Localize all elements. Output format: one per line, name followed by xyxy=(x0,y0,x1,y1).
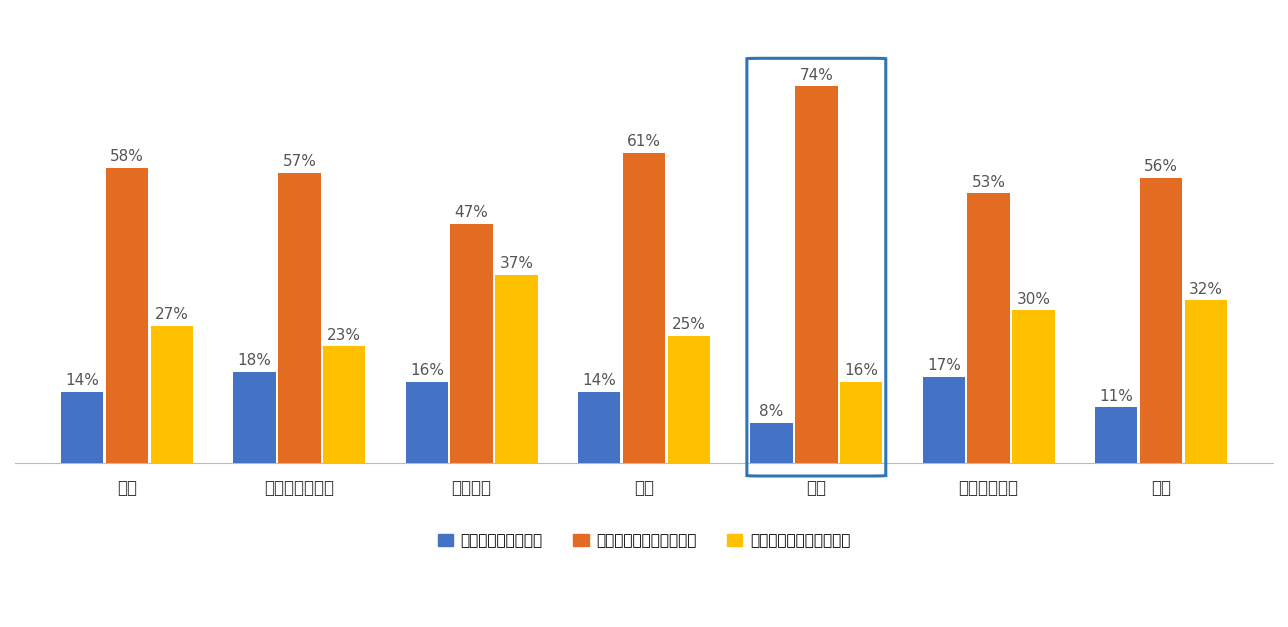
Bar xyxy=(667,336,710,463)
Bar xyxy=(1185,300,1227,463)
Text: 25%: 25% xyxy=(672,317,706,332)
Bar xyxy=(278,173,321,463)
Bar xyxy=(750,423,793,463)
Text: 27%: 27% xyxy=(155,307,189,322)
Bar xyxy=(406,382,448,463)
Text: 17%: 17% xyxy=(927,358,961,373)
Bar xyxy=(578,392,621,463)
Text: 57%: 57% xyxy=(282,154,317,169)
Bar xyxy=(451,224,493,463)
Text: 61%: 61% xyxy=(627,134,661,149)
Bar xyxy=(967,193,1010,463)
Bar xyxy=(323,346,366,463)
Text: 32%: 32% xyxy=(1189,282,1222,297)
Text: 47%: 47% xyxy=(455,205,488,220)
Bar xyxy=(233,372,276,463)
Text: 74%: 74% xyxy=(800,68,833,83)
Bar xyxy=(1140,178,1182,463)
Text: 23%: 23% xyxy=(327,327,361,342)
Text: 16%: 16% xyxy=(410,363,444,378)
Legend: 短期的な利益のため, 長期的な資産形成のため, 定期的な収入を得るため: 短期的な利益のため, 長期的な資産形成のため, 定期的な収入を得るため xyxy=(431,527,857,554)
Bar xyxy=(622,152,666,463)
Bar xyxy=(1095,407,1137,463)
Text: 37%: 37% xyxy=(500,256,533,271)
Text: 58%: 58% xyxy=(109,149,144,164)
Text: 14%: 14% xyxy=(582,374,616,388)
Text: 53%: 53% xyxy=(971,175,1006,190)
Bar xyxy=(795,87,837,463)
Text: 30%: 30% xyxy=(1016,292,1051,307)
Text: 56%: 56% xyxy=(1144,159,1179,174)
Text: 8%: 8% xyxy=(760,404,783,419)
Text: 18%: 18% xyxy=(237,353,272,368)
Text: 16%: 16% xyxy=(844,363,878,378)
Bar xyxy=(840,382,882,463)
Bar xyxy=(495,275,538,463)
Text: 11%: 11% xyxy=(1099,389,1133,404)
Bar xyxy=(1012,310,1055,463)
Bar xyxy=(61,392,103,463)
Bar xyxy=(106,168,148,463)
Bar xyxy=(922,377,965,463)
Bar xyxy=(151,326,193,463)
Text: 14%: 14% xyxy=(66,374,99,388)
